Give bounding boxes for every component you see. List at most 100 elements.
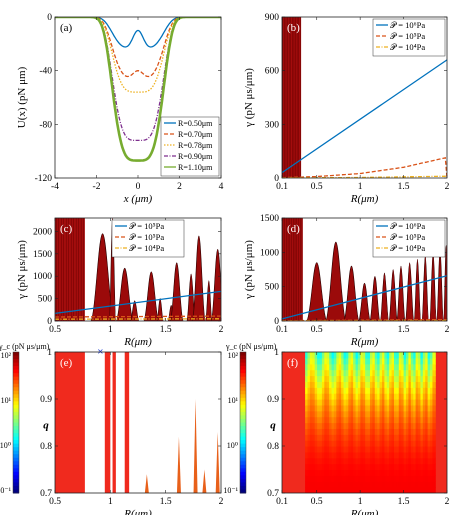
heatmap-cell (396, 410, 400, 418)
heatmap-cell (329, 381, 333, 388)
heatmap-cell (369, 428, 374, 435)
heatmap-cell (401, 369, 405, 377)
heatmap-cell (307, 369, 311, 377)
heatmap-cell (401, 469, 405, 476)
heatmap-cell (422, 422, 427, 429)
heatmap-cell (386, 387, 391, 394)
heatmap-cell (379, 481, 383, 488)
heatmap-cell (389, 381, 393, 388)
heatmap-cell (367, 410, 371, 418)
heatmap-cell (372, 434, 376, 441)
heatmap-cell (372, 369, 376, 377)
colorbar-segment (240, 404, 246, 409)
x-tick-label: 2 (219, 497, 224, 507)
heatmap-cell (386, 475, 391, 482)
heatmap-cell (430, 428, 434, 435)
heatmap-cell (317, 357, 321, 365)
heatmap-cell (403, 475, 407, 482)
heatmap-cell (317, 369, 321, 377)
colorbar-segment (240, 376, 246, 381)
heatmap-cell (413, 416, 417, 424)
heatmap-cell (360, 410, 364, 418)
colorbar-segment (13, 426, 19, 431)
heatmap-cell (314, 422, 319, 429)
heatmap-cell (343, 469, 347, 476)
heatmap-cell (331, 416, 335, 424)
heatmap-cell (345, 475, 350, 482)
y-tick-label: 0.7 (40, 489, 52, 499)
heatmap-cell (353, 357, 357, 365)
heatmap-cell (401, 404, 405, 412)
heatmap-cell (413, 446, 417, 453)
heatmap-cell (355, 463, 359, 471)
heatmap-cell (418, 451, 422, 459)
heatmap-cell (333, 475, 338, 482)
heatmap-cell (413, 404, 417, 412)
heatmap-cell (333, 440, 338, 447)
heatmap-cell (422, 410, 427, 418)
heatmap-cell (314, 446, 319, 453)
heatmap-cell (348, 428, 352, 435)
heatmap-cell (425, 451, 429, 459)
heatmap-cell (389, 357, 393, 365)
heatmap-cell (336, 357, 340, 365)
heatmap-cell (427, 393, 431, 400)
heatmap-cell (389, 457, 393, 465)
heatmap-cell (355, 381, 359, 388)
heatmap-cell (372, 363, 376, 371)
heatmap-cell (393, 451, 398, 459)
heatmap-cell (374, 410, 379, 418)
heatmap-cell (353, 475, 357, 482)
red-peak (379, 272, 390, 321)
heatmap-cell (338, 434, 343, 441)
heatmap-cell (362, 487, 367, 493)
heatmap-cell (425, 434, 429, 441)
heatmap-cell (341, 440, 345, 447)
heatmap-cell (365, 457, 369, 465)
heatmap-cell (343, 487, 347, 493)
plot-area (282, 218, 447, 321)
heatmap-cell (403, 416, 407, 424)
heatmap-cell (314, 352, 319, 359)
heatmap-cell (386, 422, 391, 429)
heatmap-cell (418, 440, 422, 447)
heatmap-cell (432, 404, 436, 412)
panel-label: (d) (287, 223, 300, 235)
heatmap-cell (336, 352, 340, 359)
x-tick-label: 0.5 (49, 497, 61, 507)
panel-label: (a) (60, 22, 73, 34)
heatmap-cell (432, 475, 436, 482)
heatmap-cell (422, 381, 427, 388)
colorbar-segment (240, 369, 246, 374)
heatmap-cell (391, 393, 395, 400)
heatmap-cell (389, 428, 393, 435)
heatmap-cell (362, 463, 367, 471)
heatmap-cell (357, 446, 362, 453)
legend-entry: R=0.50μm (178, 119, 213, 128)
colorbar-segment (240, 387, 246, 392)
red-peak (143, 271, 160, 321)
heatmap-cell (396, 375, 400, 382)
heatmap-cell (369, 434, 374, 441)
heatmap-cell (422, 404, 427, 412)
heatmap-cell (379, 428, 383, 435)
heatmap-cell (369, 487, 374, 493)
heatmap-cell (406, 404, 410, 412)
heatmap-cell (367, 469, 371, 476)
heatmap-cell (357, 352, 362, 359)
heatmap-cell (408, 381, 412, 388)
heatmap-cell (353, 416, 357, 424)
heatmap-cell (329, 375, 333, 382)
heatmap-cell (312, 481, 316, 488)
heatmap-cell (343, 463, 347, 471)
heatmap-cell (372, 416, 376, 424)
heatmap-cell (379, 422, 383, 429)
heatmap-cell (317, 404, 321, 412)
heatmap-cell (418, 428, 422, 435)
heatmap-cell (329, 457, 333, 465)
heatmap-cell (365, 399, 369, 406)
heatmap-cell (374, 422, 379, 429)
heatmap-cell (425, 381, 429, 388)
heatmap-cell (307, 416, 311, 424)
